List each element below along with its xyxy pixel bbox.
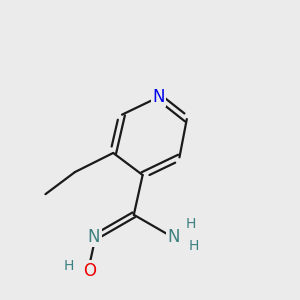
Text: N: N xyxy=(167,228,180,246)
Text: N: N xyxy=(88,228,100,246)
Text: H: H xyxy=(64,259,74,273)
Text: H: H xyxy=(186,217,196,231)
Text: H: H xyxy=(189,239,200,253)
Text: O: O xyxy=(83,262,96,280)
Text: N: N xyxy=(153,88,165,106)
